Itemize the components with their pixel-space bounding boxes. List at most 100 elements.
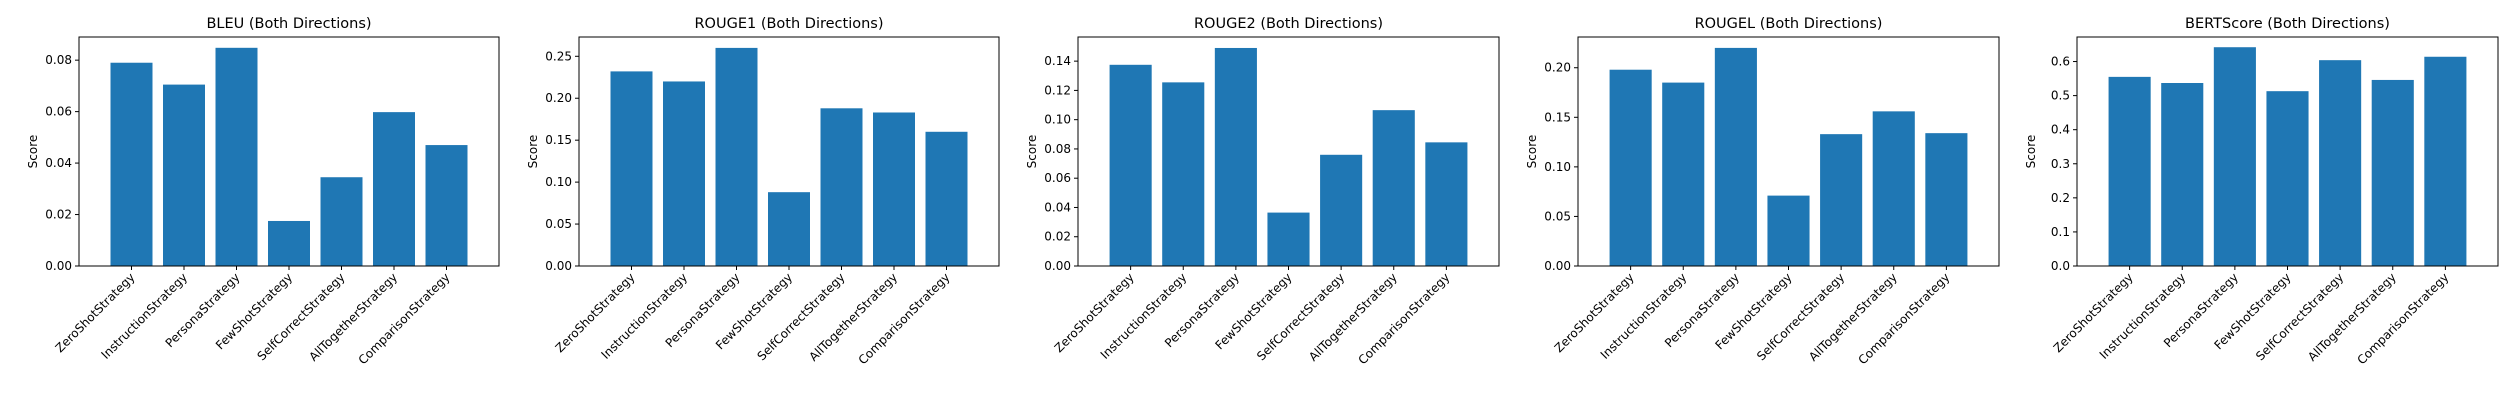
- y-tick-label: 0.12: [1044, 83, 1071, 97]
- y-tick-label: 0.15: [1544, 110, 1571, 124]
- bar-SelfCorrectStrategy: [1320, 154, 1363, 266]
- x-tick-label: InstructionStrategy: [598, 270, 690, 362]
- x-tick-label: AllTogetherStrategy: [1306, 270, 1400, 364]
- y-tick-label: 0.00: [1044, 259, 1071, 273]
- bar-ComparisonStrategy: [1425, 142, 1468, 266]
- y-tick-label: 0.08: [45, 53, 72, 67]
- chart-panel-2: 0.000.050.100.150.200.25ZeroShotStrategy…: [526, 16, 1000, 367]
- x-tick-label: ComparisonStrategy: [1855, 270, 1952, 367]
- chart-title: BERTScore (Both Directions): [2185, 16, 2390, 32]
- chart-panel-5: 0.00.10.20.30.40.50.6ZeroShotStrategyIns…: [2024, 16, 2499, 367]
- bar-FewShotStrategy: [1267, 212, 1310, 266]
- bar-FewShotStrategy: [268, 220, 310, 266]
- x-tick-label: ComparisonStrategy: [356, 270, 453, 367]
- x-tick-label: InstructionStrategy: [98, 270, 190, 362]
- y-tick-label: 0.5: [2051, 89, 2070, 103]
- y-tick-label: 0.02: [45, 208, 72, 222]
- y-tick-label: 0.6: [2051, 55, 2070, 69]
- bar-PersonaStrategy: [1714, 47, 1757, 267]
- bar-PersonaStrategy: [2213, 47, 2256, 266]
- x-tick-label: InstructionStrategy: [2097, 270, 2189, 362]
- bar-InstructionStrategy: [2161, 83, 2204, 266]
- y-axis-label: Score: [526, 135, 540, 169]
- chart-panel-4: 0.000.050.100.150.20ZeroShotStrategyInst…: [1525, 16, 2000, 367]
- bar-AllTogetherStrategy: [873, 112, 915, 267]
- y-tick-label: 0.10: [545, 175, 572, 189]
- bar-InstructionStrategy: [1662, 82, 1705, 266]
- y-tick-label: 0.00: [1544, 259, 1571, 273]
- chart-title: ROUGEL (Both Directions): [1695, 16, 1883, 32]
- x-tick-label: SelfCorrectStrategy: [1254, 270, 1347, 363]
- y-tick-label: 0.14: [1044, 54, 1071, 68]
- y-tick-label: 0.08: [1044, 142, 1071, 156]
- x-tick-label: ComparisonStrategy: [2354, 270, 2451, 367]
- bar-ZeroShotStrategy: [2108, 76, 2151, 267]
- bar-InstructionStrategy: [163, 84, 205, 266]
- bar-PersonaStrategy: [215, 47, 258, 267]
- y-axis-label: Score: [26, 135, 40, 169]
- y-tick-label: 0.15: [545, 133, 572, 147]
- y-tick-label: 0.00: [545, 259, 572, 273]
- bar-AllTogetherStrategy: [373, 112, 415, 266]
- y-tick-label: 0.02: [1044, 230, 1071, 244]
- bar-SelfCorrectStrategy: [2319, 60, 2362, 266]
- chart-title: ROUGE2 (Both Directions): [1194, 16, 1383, 32]
- chart-title: BLEU (Both Directions): [206, 16, 371, 32]
- bar-AllTogetherStrategy: [2371, 79, 2414, 266]
- y-axis-label: Score: [1525, 135, 1539, 169]
- y-tick-label: 0.04: [45, 156, 72, 170]
- x-tick-label: InstructionStrategy: [1098, 270, 1190, 362]
- x-tick-label: AllTogetherStrategy: [1806, 270, 1900, 364]
- x-tick-label: SelfCorrectStrategy: [1754, 270, 1847, 363]
- y-tick-label: 0.00: [45, 259, 72, 273]
- x-tick-label: AllTogetherStrategy: [2305, 270, 2399, 364]
- x-tick-label: SelfCorrectStrategy: [754, 270, 847, 363]
- y-tick-label: 0.0: [2051, 259, 2070, 273]
- bar-SelfCorrectStrategy: [1820, 134, 1863, 266]
- bar-InstructionStrategy: [1162, 82, 1205, 266]
- y-tick-label: 0.10: [1044, 113, 1071, 127]
- bar-FewShotStrategy: [768, 192, 810, 266]
- y-tick-label: 0.06: [1044, 171, 1071, 185]
- bar-ComparisonStrategy: [2424, 56, 2467, 267]
- bar-ComparisonStrategy: [1925, 133, 1968, 266]
- y-tick-label: 0.25: [545, 49, 572, 63]
- bar-ComparisonStrategy: [925, 131, 968, 266]
- y-tick-label: 0.10: [1544, 160, 1571, 174]
- y-tick-label: 0.05: [545, 217, 572, 231]
- y-tick-label: 0.04: [1044, 200, 1071, 214]
- y-tick-label: 0.1: [2051, 225, 2070, 239]
- bar-SelfCorrectStrategy: [820, 108, 863, 266]
- bar-ZeroShotStrategy: [610, 71, 653, 266]
- y-axis-label: Score: [1025, 135, 1039, 169]
- bar-PersonaStrategy: [1214, 47, 1257, 266]
- y-tick-label: 0.3: [2051, 157, 2070, 171]
- bar-ZeroShotStrategy: [110, 62, 153, 267]
- bar-ZeroShotStrategy: [1109, 64, 1152, 266]
- bar-AllTogetherStrategy: [1872, 111, 1915, 266]
- x-tick-label: ComparisonStrategy: [1355, 270, 1452, 367]
- bar-ComparisonStrategy: [425, 145, 468, 266]
- chart-panel-1: 0.000.020.040.060.08ZeroShotStrategyInst…: [26, 16, 500, 367]
- y-tick-label: 0.20: [545, 91, 572, 105]
- bar-PersonaStrategy: [715, 47, 758, 267]
- x-tick-label: InstructionStrategy: [1598, 270, 1690, 362]
- y-tick-label: 0.05: [1544, 209, 1571, 223]
- y-tick-label: 0.4: [2051, 123, 2070, 137]
- x-tick-label: SelfCorrectStrategy: [254, 270, 347, 363]
- x-tick-label: AllTogetherStrategy: [806, 270, 900, 364]
- y-tick-label: 0.2: [2051, 191, 2070, 205]
- bar-FewShotStrategy: [2266, 91, 2309, 267]
- bar-ZeroShotStrategy: [1609, 69, 1652, 267]
- x-tick-label: AllTogetherStrategy: [306, 270, 400, 364]
- y-tick-label: 0.20: [1544, 61, 1571, 75]
- y-axis-label: Score: [2024, 135, 2038, 169]
- bar-SelfCorrectStrategy: [320, 177, 363, 266]
- y-tick-label: 0.06: [45, 105, 72, 119]
- x-tick-label: SelfCorrectStrategy: [2253, 270, 2346, 363]
- chart-title: ROUGE1 (Both Directions): [694, 16, 883, 32]
- bar-AllTogetherStrategy: [1372, 110, 1415, 266]
- x-tick-label: ComparisonStrategy: [856, 270, 953, 367]
- bar-FewShotStrategy: [1767, 195, 1810, 266]
